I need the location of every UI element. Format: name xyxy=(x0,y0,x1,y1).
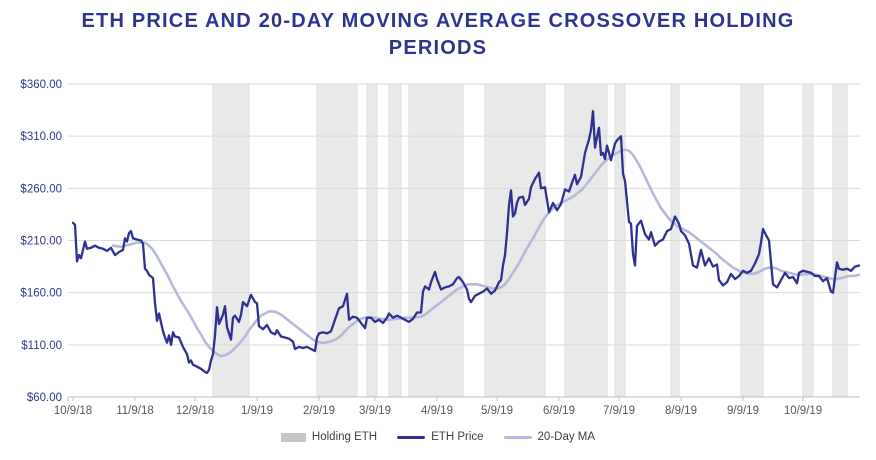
x-axis-label: 1/9/19 xyxy=(241,405,273,417)
eth-price-swatch-icon xyxy=(397,435,426,439)
x-axis-label: 6/9/19 xyxy=(543,405,575,417)
y-axis-label: $60.00 xyxy=(27,392,62,404)
x-axis-label: 7/9/19 xyxy=(603,405,635,417)
x-axis-label: 3/9/19 xyxy=(359,405,391,417)
y-axis-label: $110.00 xyxy=(21,340,62,352)
chart-legend: Holding ETH ETH Price 20-Day MA xyxy=(0,431,876,443)
x-axis-label: 11/9/18 xyxy=(116,405,154,417)
legend-item-eth-price: ETH Price xyxy=(397,431,484,443)
x-axis-label: 12/9/18 xyxy=(176,405,214,417)
moving-average-line xyxy=(111,148,861,358)
legend-label-holding-eth: Holding ETH xyxy=(311,431,378,443)
20-day-ma-swatch-icon xyxy=(503,435,532,439)
y-axis-label: $160.00 xyxy=(20,288,62,300)
x-axis-label: 9/9/19 xyxy=(727,405,759,417)
y-axis-label: $360.00 xyxy=(20,79,62,91)
x-axis-label: 10/9/18 xyxy=(54,405,92,417)
x-axis-label: 5/9/19 xyxy=(481,405,513,417)
y-axis-label: $260.00 xyxy=(20,183,62,195)
legend-item-holding-eth: Holding ETH xyxy=(280,431,378,443)
x-axis-label: 2/9/19 xyxy=(303,405,335,417)
y-axis-label: $210.00 xyxy=(20,236,62,248)
x-axis-label: 10/9/19 xyxy=(784,405,822,417)
holding-eth-swatch-icon xyxy=(280,432,306,442)
x-axis-label: 8/9/19 xyxy=(665,405,697,417)
x-axis-label: 4/9/19 xyxy=(421,405,453,417)
legend-item-20-day-ma: 20-Day MA xyxy=(503,431,596,443)
y-axis-label: $310.00 xyxy=(20,131,62,143)
legend-label-eth-price: ETH Price xyxy=(431,431,484,443)
chart-title: ETH PRICE AND 20-DAY MOVING AVERAGE CROS… xyxy=(81,10,795,59)
eth-price-line xyxy=(71,109,861,375)
legend-label-20-day-ma: 20-Day MA xyxy=(537,431,596,443)
